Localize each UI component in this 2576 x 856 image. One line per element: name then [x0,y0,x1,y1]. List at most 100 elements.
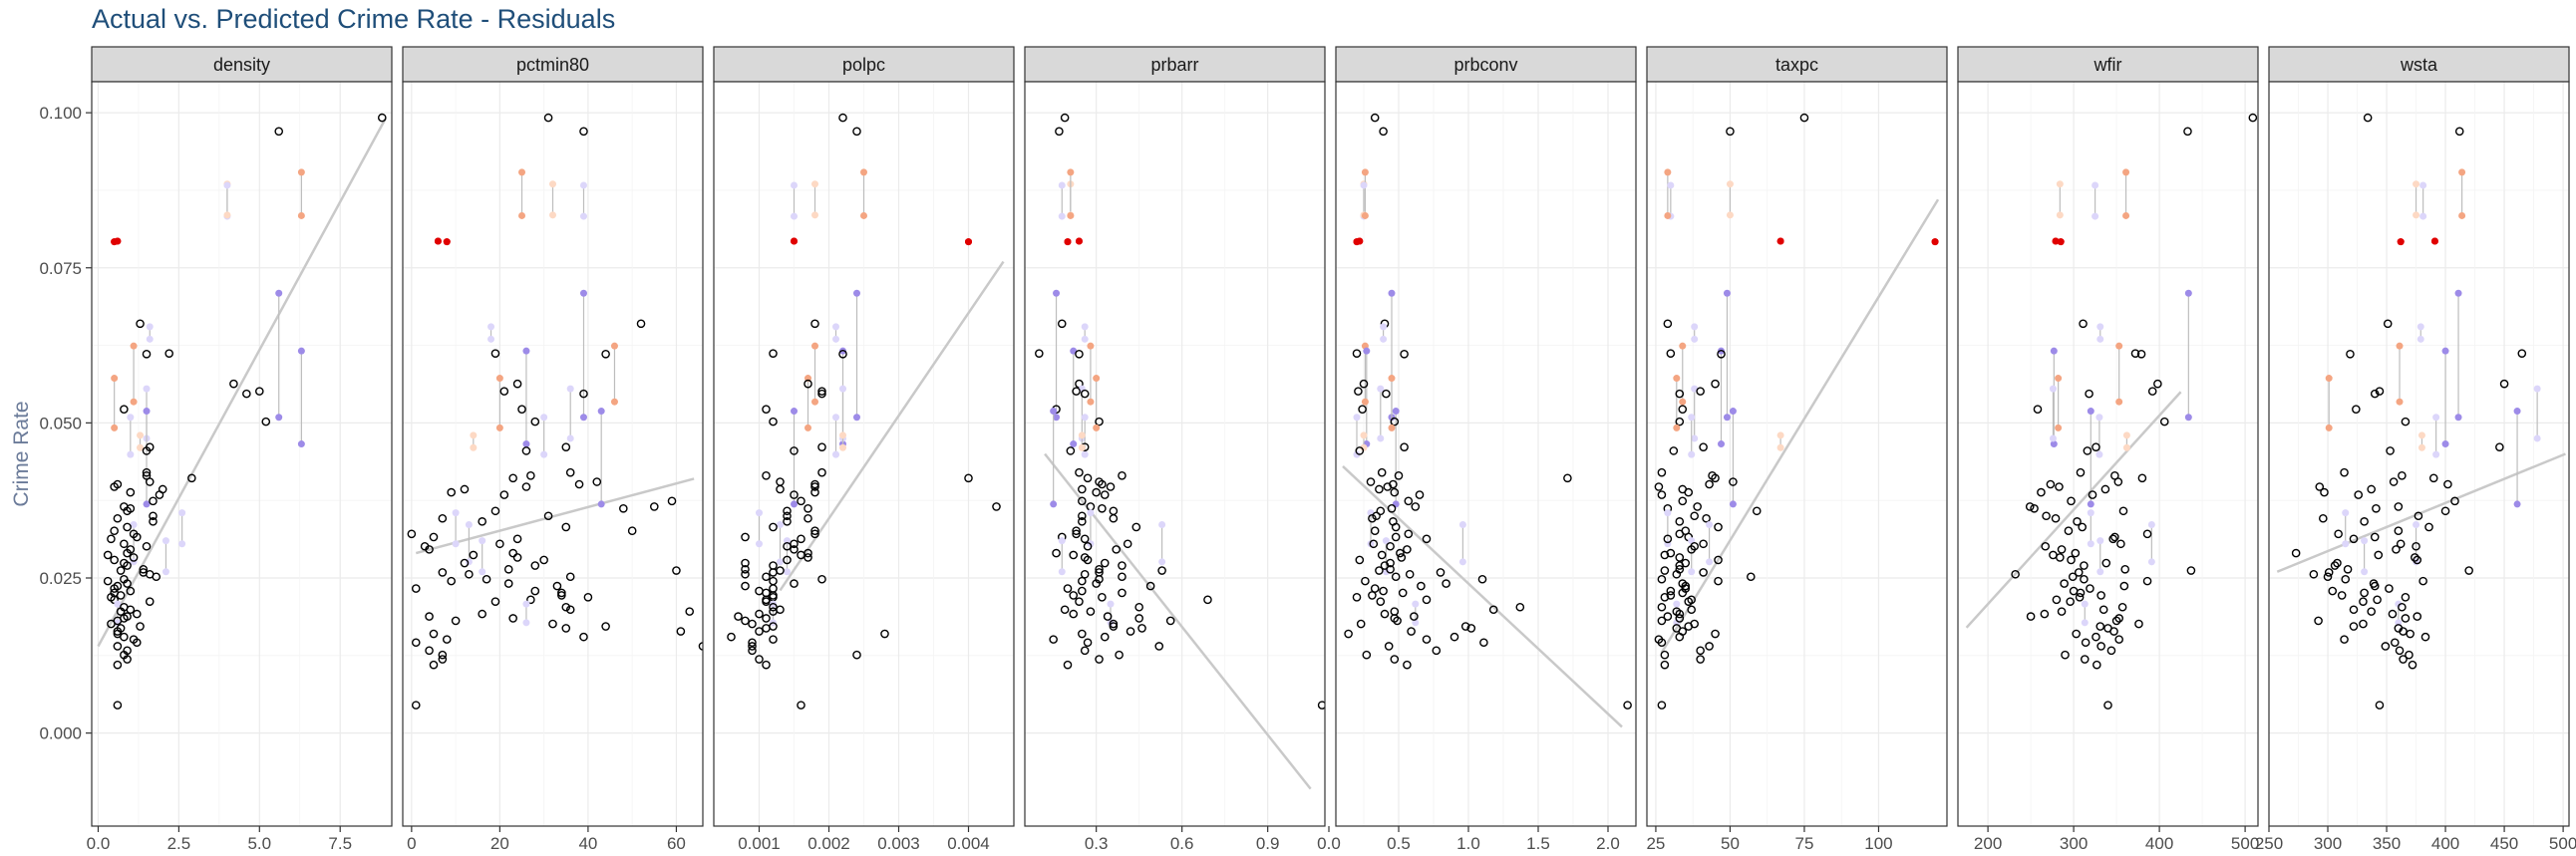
predicted-point [1673,375,1681,383]
actual-point [2420,632,2430,642]
predicted-point [2361,568,2369,576]
actual-point [2419,181,2427,189]
panel-background [1025,82,1325,826]
actual-point [1449,632,1459,642]
predicted-point [579,212,587,220]
predicted-point [811,180,818,188]
actual-point [2080,574,2089,584]
predicted-point [1729,500,1737,508]
actual-point [113,660,123,670]
actual-point [1411,502,1421,511]
actual-point [810,319,819,329]
actual-point [1035,349,1044,358]
actual-point [517,405,526,414]
actual-point [1098,592,1107,602]
actual-point [1666,586,1676,596]
actual-point [2428,473,2438,483]
actual-point [452,509,460,517]
fit-line [1342,465,1623,728]
actual-point [1380,609,1390,619]
actual-point [561,602,571,612]
actual-point [1069,609,1079,619]
actual-point [1391,522,1401,532]
actual-point [2399,655,2408,664]
actual-point [672,566,681,575]
actual-point [187,473,196,483]
actual-point [1080,389,1090,399]
predicted-point [832,335,839,343]
actual-point [1078,511,1087,521]
actual-point [133,638,142,648]
actual-point [2142,529,2152,539]
actual-point [2118,506,2128,516]
actual-point [1066,446,1076,455]
actual-point [762,624,771,633]
actual-point [2533,385,2541,393]
actual-point [508,614,517,623]
actual-point [2388,609,2398,619]
strip-wfir [1957,46,2259,83]
fit-line [97,118,387,648]
predicted-point [2441,440,2449,448]
actual-point [853,289,860,297]
actual-point [1095,417,1104,427]
x-tick-label: 2.0 [1596,834,1620,853]
actual-point [2136,349,2146,359]
actual-point [116,607,126,616]
actual-point [2103,701,2112,710]
actual-point [2248,113,2258,123]
actual-point [2076,588,2086,598]
actual-point [1432,646,1442,656]
actual-point [2030,503,2039,513]
actual-point [133,609,142,619]
actual-point [561,624,571,633]
actual-point [1664,211,1672,219]
actual-point [1684,622,1694,631]
y-axis-title: Crime Rate [10,401,33,506]
actual-point [2401,417,2411,427]
predicted-point [178,540,186,548]
predicted-point [130,342,138,350]
actual-point [113,701,123,710]
actual-point [756,509,763,517]
actual-point [2375,387,2385,396]
actual-point [1352,349,1362,358]
actual-point [2106,646,2116,656]
actual-point [1095,564,1104,574]
predicted-point [143,500,151,508]
actual-point [411,638,421,648]
actual-point [1657,574,1667,584]
actual-point [1415,490,1425,499]
actual-point [1379,127,1388,137]
x-tick-label: 500 [2549,834,2576,853]
actual-point [1063,584,1073,593]
actual-point [1356,619,1366,629]
actual-point [1086,607,1096,616]
actual-point [1092,579,1101,588]
predicted-point [1776,431,1784,439]
actual-point [136,319,145,329]
actual-point [1563,473,1572,483]
predicted-point [2417,431,2425,439]
strip-label: pctmin80 [516,55,589,75]
actual-point [1080,569,1090,579]
actual-point [1145,581,1155,591]
actual-point [2352,405,2361,414]
actual-point [561,442,571,451]
actual-point [601,622,610,631]
actual-point [2360,588,2369,598]
actual-point [512,553,522,562]
actual-point [2354,490,2364,499]
actual-point [762,597,771,606]
predicted-point [1078,431,1086,439]
actual-point [2119,581,2129,591]
actual-point [1678,588,1688,598]
predicted-point [2115,342,2123,350]
actual-point [1388,424,1396,431]
actual-point [2095,622,2105,631]
actual-point [791,181,798,189]
actual-point [1126,627,1135,636]
actual-point [1696,655,1705,664]
actual-point [783,506,792,516]
actual-point [810,529,819,539]
